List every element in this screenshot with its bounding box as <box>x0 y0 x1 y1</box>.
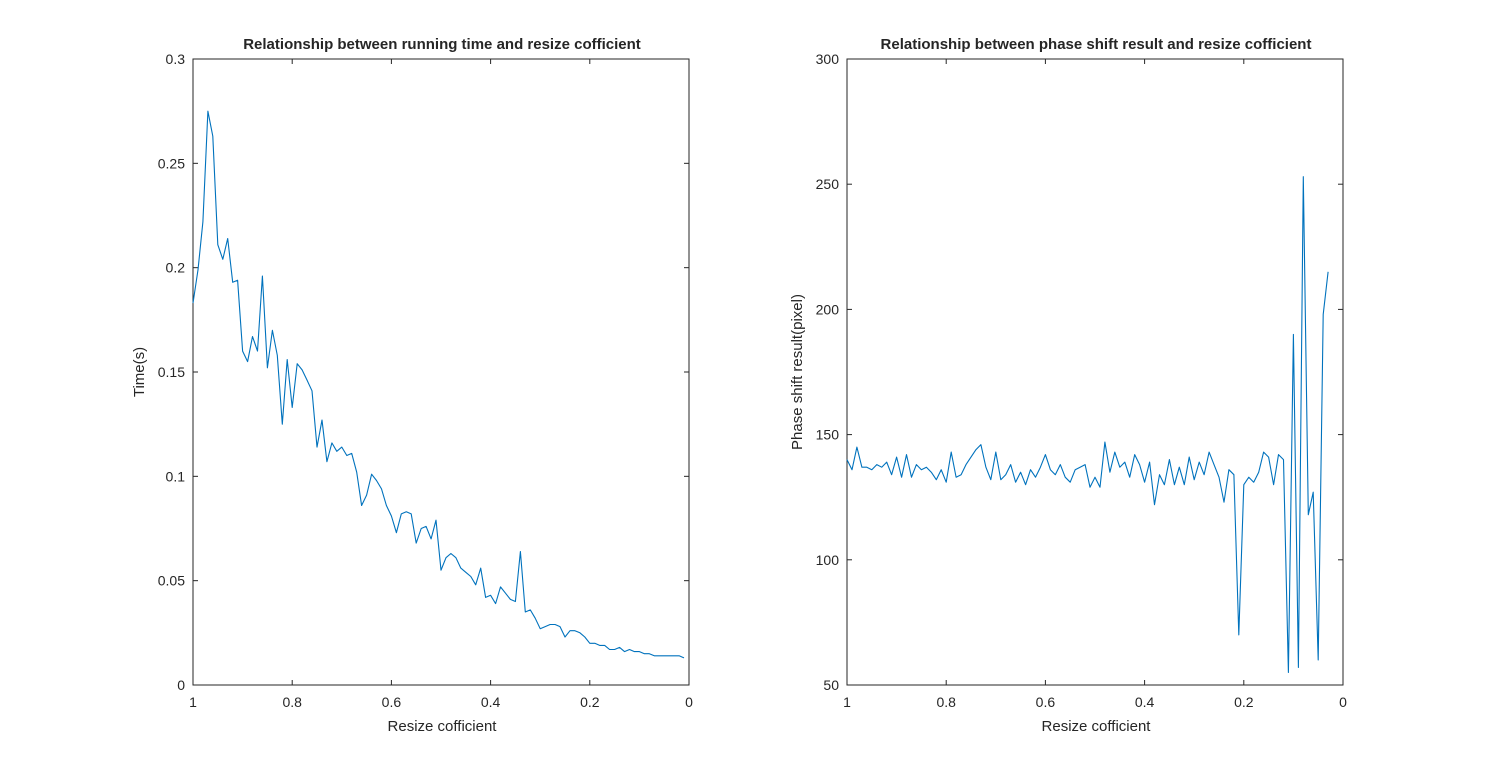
ticks: 1 0.8 0.6 0.4 0.2 0 50 100 150 200 250 300 <box>816 51 1347 710</box>
plot-area <box>846 58 1344 686</box>
x-tick-label: 0.2 <box>580 694 600 710</box>
y-tick-label: 0.1 <box>166 468 186 484</box>
x-tick-label: 1 <box>843 694 851 710</box>
x-tick-label: 0.4 <box>1135 694 1155 710</box>
x-axis-label: Resize cofficient <box>1042 718 1152 735</box>
y-tick-label: 0.25 <box>158 155 185 171</box>
data-series-line <box>192 110 685 659</box>
y-tick-label: 250 <box>816 176 840 192</box>
plot-area <box>192 58 690 686</box>
y-tick-label: 0.05 <box>158 573 185 589</box>
y-tick-label: 150 <box>816 427 840 443</box>
running-time-chart: Relationship between running time and re… <box>131 36 693 735</box>
y-tick-label: 200 <box>816 301 840 317</box>
y-axis-label: Phase shift result(pixel) <box>789 294 806 450</box>
y-tick-label: 0.2 <box>166 260 186 276</box>
y-tick-label: 100 <box>816 552 840 568</box>
x-tick-label: 0 <box>685 694 693 710</box>
y-axis-label: Time(s) <box>131 347 148 397</box>
x-tick-label: 0.8 <box>936 694 956 710</box>
x-tick-label: 1 <box>189 694 197 710</box>
x-tick-label: 0.8 <box>282 694 302 710</box>
chart-title: Relationship between phase shift result … <box>881 36 1312 53</box>
phase-shift-chart: Relationship between phase shift result … <box>789 36 1347 735</box>
x-axis-label: Resize cofficient <box>388 718 498 735</box>
data-series-line <box>846 176 1329 674</box>
y-tick-label: 0.3 <box>166 51 186 67</box>
y-tick-label: 0.15 <box>158 364 185 380</box>
x-tick-label: 0.6 <box>382 694 402 710</box>
x-tick-label: 0.4 <box>481 694 501 710</box>
chart-title: Relationship between running time and re… <box>243 36 641 53</box>
y-tick-label: 300 <box>816 51 840 67</box>
x-tick-label: 0.2 <box>1234 694 1254 710</box>
x-tick-label: 0 <box>1339 694 1347 710</box>
ticks: 1 0.8 0.6 0.4 0.2 0 0 0.05 0.1 0.15 0.2 0.25 0.3 <box>158 51 693 710</box>
x-tick-label: 0.6 <box>1036 694 1056 710</box>
y-tick-label: 0 <box>177 677 185 693</box>
y-tick-label: 50 <box>823 677 839 693</box>
